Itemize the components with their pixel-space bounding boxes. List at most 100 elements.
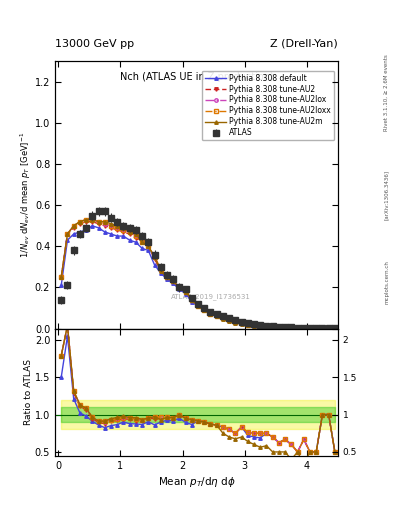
Pythia 8.308 tune-AU2	[320, 325, 325, 331]
Pythia 8.308 default	[183, 290, 188, 296]
Pythia 8.308 tune-AU2m	[140, 239, 145, 245]
Pythia 8.308 default	[326, 325, 331, 331]
Pythia 8.308 tune-AU2loxx	[196, 303, 200, 309]
Pythia 8.308 tune-AU2lox	[77, 219, 82, 225]
Pythia 8.308 tune-AU2loxx	[314, 325, 319, 331]
Text: Rivet 3.1.10, ≥ 2.6M events: Rivet 3.1.10, ≥ 2.6M events	[384, 54, 389, 131]
Pythia 8.308 tune-AU2lox	[332, 325, 337, 331]
Pythia 8.308 tune-AU2lox	[208, 311, 213, 317]
Pythia 8.308 tune-AU2m	[214, 313, 219, 319]
Pythia 8.308 tune-AU2lox	[140, 239, 145, 245]
Pythia 8.308 tune-AU2m	[183, 288, 188, 294]
Pythia 8.308 tune-AU2lox	[183, 288, 188, 294]
Pythia 8.308 tune-AU2m	[127, 229, 132, 235]
Pythia 8.308 default	[289, 325, 294, 331]
Pythia 8.308 default	[152, 262, 157, 268]
Pythia 8.308 tune-AU2lox	[196, 303, 200, 309]
Pythia 8.308 tune-AU2	[103, 223, 107, 229]
Pythia 8.308 default	[214, 313, 219, 319]
Pythia 8.308 default	[158, 270, 163, 276]
Pythia 8.308 tune-AU2lox	[103, 221, 107, 227]
Y-axis label: $1/N_{ev}$ d$N_{ev}$/d mean $p_T$ [GeV]$^{-1}$: $1/N_{ev}$ d$N_{ev}$/d mean $p_T$ [GeV]$…	[19, 132, 33, 258]
Pythia 8.308 default	[146, 247, 151, 253]
Pythia 8.308 tune-AU2	[189, 296, 194, 303]
Text: 13000 GeV pp: 13000 GeV pp	[55, 38, 134, 49]
Pythia 8.308 tune-AU2lox	[270, 324, 275, 330]
Pythia 8.308 tune-AU2lox	[258, 323, 263, 329]
Pythia 8.308 tune-AU2lox	[146, 243, 151, 249]
Pythia 8.308 tune-AU2lox	[121, 227, 126, 233]
Pythia 8.308 tune-AU2loxx	[127, 229, 132, 235]
Pythia 8.308 tune-AU2loxx	[283, 325, 287, 331]
Pythia 8.308 tune-AU2	[308, 325, 312, 331]
Pythia 8.308 tune-AU2loxx	[84, 217, 88, 223]
Pythia 8.308 tune-AU2	[183, 288, 188, 294]
Pythia 8.308 tune-AU2lox	[320, 325, 325, 331]
Pythia 8.308 tune-AU2m	[189, 296, 194, 303]
Pythia 8.308 tune-AU2m	[239, 321, 244, 327]
Pythia 8.308 tune-AU2m	[233, 320, 238, 326]
Pythia 8.308 tune-AU2m	[246, 322, 250, 328]
Line: Pythia 8.308 tune-AU2loxx: Pythia 8.308 tune-AU2loxx	[59, 218, 337, 330]
Pythia 8.308 tune-AU2loxx	[289, 325, 294, 331]
Pythia 8.308 tune-AU2m	[134, 231, 138, 237]
Pythia 8.308 default	[252, 323, 256, 329]
Pythia 8.308 tune-AU2m	[332, 325, 337, 331]
Pythia 8.308 tune-AU2	[127, 231, 132, 237]
Pythia 8.308 tune-AU2loxx	[115, 225, 119, 231]
Pythia 8.308 tune-AU2lox	[220, 315, 225, 322]
Pythia 8.308 tune-AU2lox	[214, 313, 219, 319]
Pythia 8.308 tune-AU2loxx	[158, 266, 163, 272]
Pythia 8.308 tune-AU2loxx	[65, 231, 70, 237]
Pythia 8.308 tune-AU2m	[158, 268, 163, 274]
Pythia 8.308 tune-AU2loxx	[77, 219, 82, 225]
Pythia 8.308 tune-AU2	[258, 323, 263, 329]
Pythia 8.308 tune-AU2m	[326, 325, 331, 331]
Pythia 8.308 default	[202, 307, 207, 313]
Pythia 8.308 default	[283, 325, 287, 331]
Pythia 8.308 tune-AU2	[146, 243, 151, 249]
Pythia 8.308 tune-AU2	[214, 313, 219, 319]
Pythia 8.308 tune-AU2m	[308, 325, 312, 331]
Pythia 8.308 tune-AU2m	[270, 325, 275, 331]
Pythia 8.308 tune-AU2lox	[165, 274, 169, 280]
Pythia 8.308 tune-AU2lox	[189, 296, 194, 303]
Pythia 8.308 tune-AU2	[96, 221, 101, 227]
Pythia 8.308 tune-AU2	[202, 307, 207, 313]
Pythia 8.308 tune-AU2m	[258, 324, 263, 330]
Pythia 8.308 tune-AU2loxx	[239, 321, 244, 327]
Pythia 8.308 default	[189, 298, 194, 305]
Pythia 8.308 tune-AU2	[239, 321, 244, 327]
Pythia 8.308 tune-AU2lox	[134, 233, 138, 239]
Line: Pythia 8.308 default: Pythia 8.308 default	[59, 224, 337, 330]
Pythia 8.308 default	[239, 321, 244, 327]
Pythia 8.308 tune-AU2lox	[158, 266, 163, 272]
Pythia 8.308 default	[258, 323, 263, 329]
Pythia 8.308 tune-AU2loxx	[171, 278, 176, 284]
Line: Pythia 8.308 tune-AU2: Pythia 8.308 tune-AU2	[59, 220, 337, 330]
Pythia 8.308 tune-AU2	[171, 278, 176, 284]
Pythia 8.308 tune-AU2lox	[314, 325, 319, 331]
Pythia 8.308 tune-AU2loxx	[146, 243, 151, 249]
Pythia 8.308 tune-AU2loxx	[220, 315, 225, 322]
Pythia 8.308 tune-AU2loxx	[108, 223, 113, 229]
Pythia 8.308 tune-AU2	[295, 325, 300, 331]
Pythia 8.308 default	[227, 317, 231, 324]
Pythia 8.308 tune-AU2	[90, 219, 95, 225]
Pythia 8.308 tune-AU2loxx	[246, 322, 250, 328]
Pythia 8.308 tune-AU2lox	[127, 229, 132, 235]
Pythia 8.308 tune-AU2	[233, 319, 238, 326]
Pythia 8.308 default	[127, 237, 132, 243]
Pythia 8.308 tune-AU2loxx	[183, 288, 188, 294]
Pythia 8.308 tune-AU2loxx	[277, 325, 281, 331]
Pythia 8.308 default	[165, 276, 169, 282]
Pythia 8.308 tune-AU2loxx	[301, 325, 306, 331]
Pythia 8.308 tune-AU2lox	[202, 307, 207, 313]
Text: mcplots.cern.ch: mcplots.cern.ch	[384, 260, 389, 304]
Pythia 8.308 tune-AU2	[158, 268, 163, 274]
Pythia 8.308 tune-AU2	[301, 325, 306, 331]
Pythia 8.308 tune-AU2m	[196, 303, 200, 309]
Pythia 8.308 tune-AU2loxx	[233, 319, 238, 326]
Pythia 8.308 tune-AU2	[65, 231, 70, 237]
Pythia 8.308 tune-AU2	[208, 311, 213, 317]
